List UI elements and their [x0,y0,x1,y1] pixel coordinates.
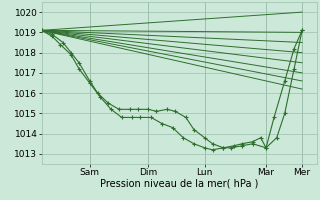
X-axis label: Pression niveau de la mer( hPa ): Pression niveau de la mer( hPa ) [100,179,258,189]
